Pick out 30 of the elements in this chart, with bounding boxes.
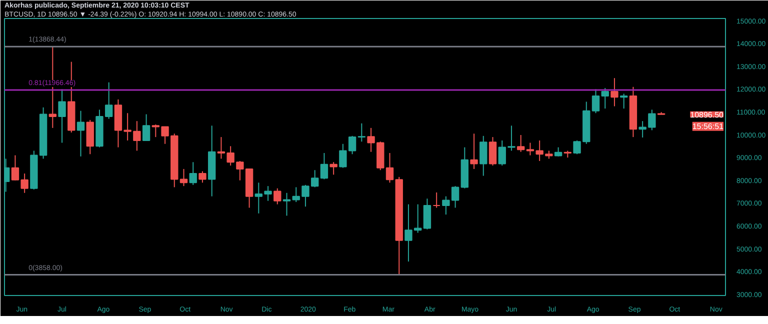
candlestick (610, 78, 618, 107)
annotation: 10896.50 (690, 110, 724, 120)
candlestick (592, 88, 600, 114)
candlestick (620, 93, 628, 110)
candlestick (11, 154, 20, 181)
candlestick (76, 110, 85, 157)
candlestick (180, 168, 188, 187)
annotation: 15:56:51 (692, 122, 724, 131)
candlestick (264, 186, 272, 202)
candlestick (20, 173, 28, 194)
candlestick (330, 162, 338, 176)
candlestick (554, 146, 562, 157)
candlestick (470, 133, 478, 170)
candlestick (432, 192, 440, 208)
candlestick (58, 88, 66, 144)
candlestick (254, 182, 262, 214)
candlestick (358, 122, 366, 142)
candlestick (386, 152, 394, 184)
candlestick (601, 88, 609, 110)
candlestick (320, 152, 328, 180)
candlestick (142, 114, 150, 141)
candlestick (282, 192, 291, 216)
candlestick (516, 134, 525, 152)
candlestick (198, 170, 206, 184)
candlestick (274, 188, 282, 205)
candlestick (86, 119, 94, 155)
candlestick (480, 135, 488, 176)
candlestick (189, 162, 197, 186)
candlestick (423, 198, 432, 230)
candlestick (488, 136, 497, 166)
